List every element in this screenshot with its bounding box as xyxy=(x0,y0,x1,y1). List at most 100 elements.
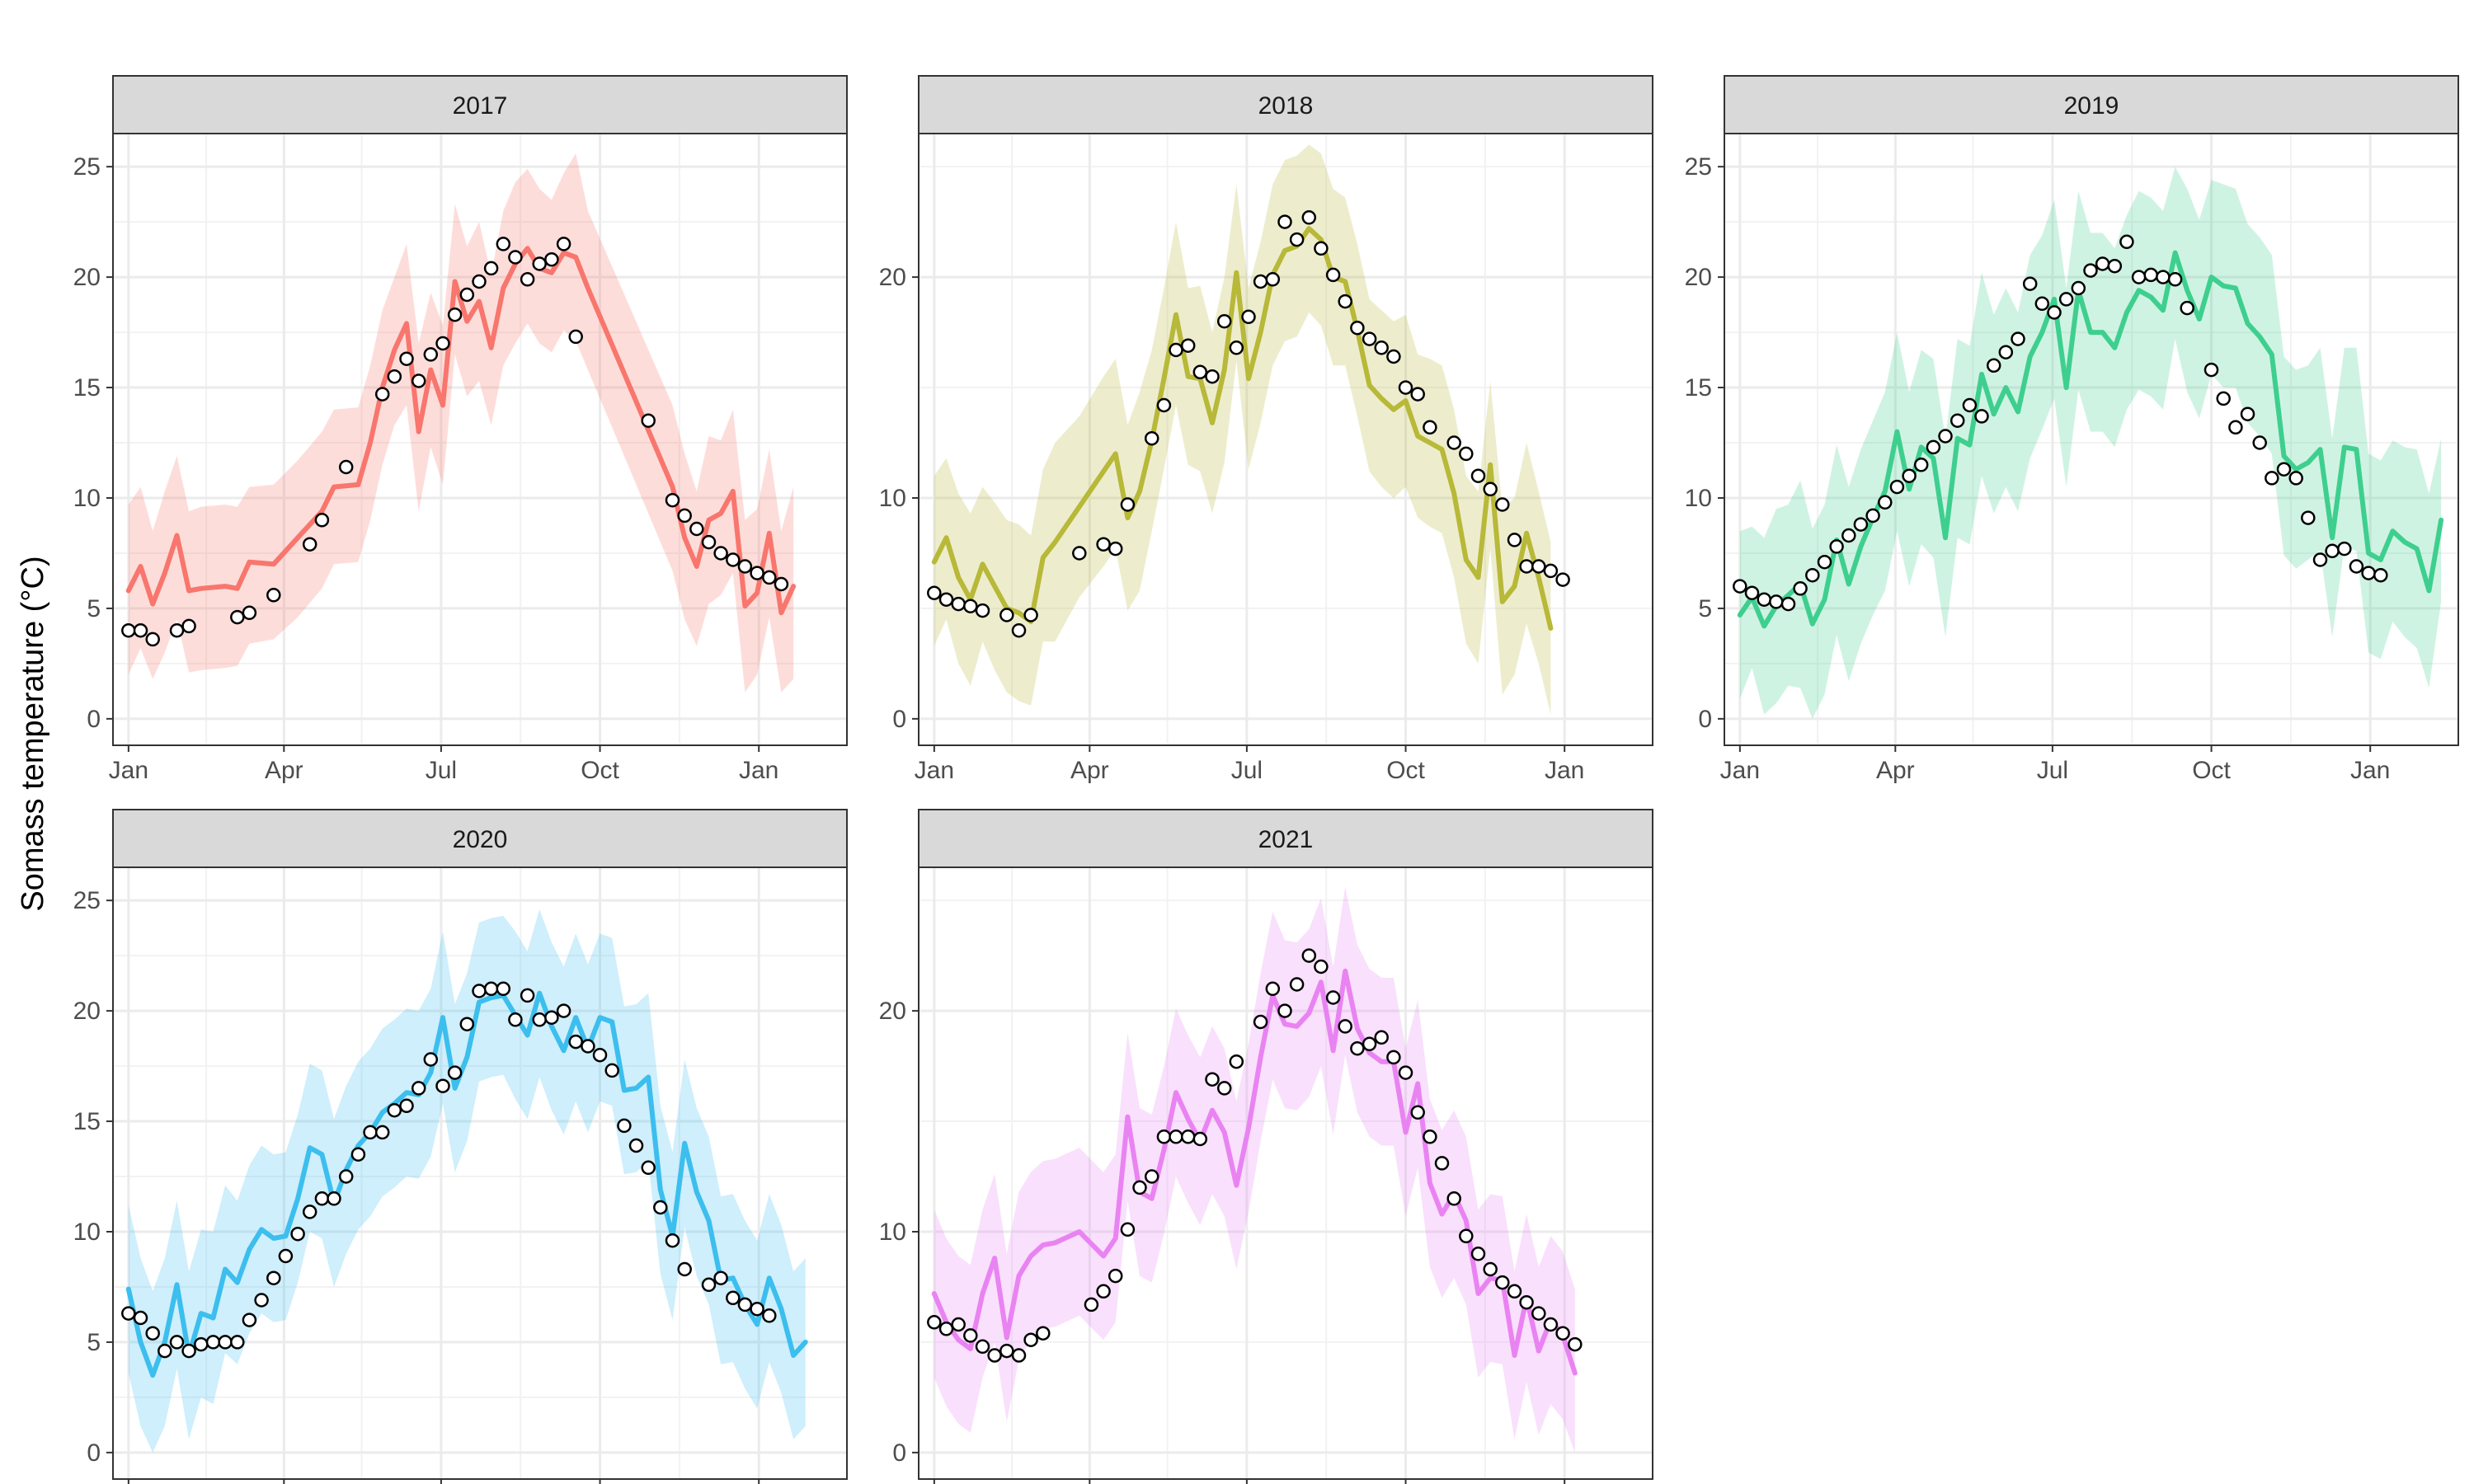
observed-point xyxy=(2276,462,2292,477)
observed-point xyxy=(617,1118,632,1134)
observed-point xyxy=(2180,300,2194,316)
observed-point xyxy=(1470,468,1486,483)
plot-content xyxy=(121,153,797,693)
observed-point xyxy=(1962,397,1978,413)
y-axis-title: Somass temperature (°C) xyxy=(16,556,50,911)
observed-point xyxy=(2252,435,2267,450)
observed-point xyxy=(701,1277,717,1293)
observed-point xyxy=(2047,305,2062,320)
observed-point xyxy=(1434,1156,1450,1171)
uncertainty-band xyxy=(1739,167,2442,719)
observed-point xyxy=(1733,579,1747,594)
observed-point xyxy=(496,981,511,997)
x-tick-label: Jan xyxy=(2350,757,2390,784)
observed-point xyxy=(1144,430,1159,446)
observed-point xyxy=(1926,439,1941,455)
x-tick-label: Jul xyxy=(1231,757,1263,784)
observed-point xyxy=(2131,270,2147,284)
panel-border xyxy=(918,133,1653,746)
observed-point xyxy=(1205,369,1220,384)
observed-point xyxy=(1744,585,1760,600)
observed-point xyxy=(1350,320,1365,336)
observed-point xyxy=(327,1191,341,1206)
gridlines xyxy=(919,134,1653,745)
observed-point xyxy=(532,256,547,271)
observed-point xyxy=(266,1270,281,1285)
observed-point xyxy=(472,984,487,998)
observed-point xyxy=(1023,1332,1038,1347)
x-tick-label: Jan xyxy=(1720,757,1760,784)
observed-point xyxy=(1938,429,1953,444)
observed-point xyxy=(194,1336,209,1352)
observed-point xyxy=(568,329,583,345)
observed-point xyxy=(1241,309,1256,325)
observed-point xyxy=(1519,559,1534,574)
y-tick-label: 0 xyxy=(892,1439,906,1467)
observed-point xyxy=(121,1306,136,1321)
observed-point xyxy=(302,1205,317,1219)
y-axis: 0 5 10 15 20 25 xyxy=(1685,153,1724,733)
observed-point xyxy=(653,1200,668,1215)
observed-point xyxy=(363,1125,378,1140)
y-tick-label: 15 xyxy=(73,1108,101,1135)
y-tick-label: 0 xyxy=(87,1439,101,1467)
facet-strip-label: 2020 xyxy=(453,826,508,853)
observed-point xyxy=(1362,1036,1377,1052)
observed-point xyxy=(218,1335,233,1350)
facet-strip xyxy=(112,75,848,134)
panel-border xyxy=(918,866,1653,1480)
observed-point xyxy=(2119,234,2134,250)
observed-point xyxy=(1301,210,1317,225)
observed-point xyxy=(1410,387,1425,402)
observed-point xyxy=(1192,364,1208,380)
observed-point xyxy=(1265,272,1281,287)
y-tick-label: 20 xyxy=(879,264,906,291)
observed-point xyxy=(145,632,160,647)
observed-point xyxy=(975,603,990,618)
observed-point xyxy=(338,459,354,475)
observed-point xyxy=(1950,413,1965,428)
observed-point xyxy=(314,1191,330,1206)
observed-point xyxy=(1446,435,1461,450)
observed-point xyxy=(1265,981,1281,997)
x-axis: Jan Apr Jul Oct Jan xyxy=(109,745,778,784)
observed-point xyxy=(1386,1050,1401,1065)
plot-content xyxy=(927,887,1583,1453)
observed-point xyxy=(951,1317,966,1332)
observed-point xyxy=(1253,1014,1268,1030)
model-line xyxy=(1737,250,2444,629)
x-axis: Jan Apr Jul Oct Jan xyxy=(915,745,1584,784)
observed-point xyxy=(205,1335,221,1350)
observed-point xyxy=(1386,349,1401,364)
observed-point xyxy=(1853,517,1869,532)
observed-point xyxy=(1325,990,1341,1005)
facet-strip-label: 2021 xyxy=(1258,826,1314,853)
x-tick-label: Jul xyxy=(426,757,457,784)
observed-point xyxy=(520,988,535,1003)
observed-point xyxy=(1350,1040,1365,1056)
observed-point xyxy=(762,1308,777,1323)
observed-point xyxy=(411,1081,426,1096)
y-tick-label: 5 xyxy=(1698,595,1712,622)
observed-point xyxy=(1277,1003,1292,1018)
observed-point xyxy=(133,1310,148,1326)
observed-point xyxy=(1829,539,1844,554)
observed-point xyxy=(1410,1105,1425,1120)
y-tick-label: 0 xyxy=(1698,706,1712,733)
plot-background xyxy=(113,134,847,745)
observed-point xyxy=(508,1012,523,1027)
plot-background xyxy=(1724,134,2458,745)
observed-point xyxy=(411,373,426,388)
observed-point xyxy=(987,1348,1002,1363)
observed-point xyxy=(2301,510,2316,525)
observed-point xyxy=(938,1322,954,1336)
x-tick-label: Apr xyxy=(265,757,303,784)
y-tick-label: 20 xyxy=(73,998,101,1025)
observed-point xyxy=(2143,267,2158,283)
observed-point xyxy=(1769,594,1784,609)
model-line xyxy=(125,990,808,1378)
model-line xyxy=(125,246,797,616)
observed-point xyxy=(963,599,978,613)
observed-point xyxy=(1865,508,1880,524)
facet-strip-label: 2017 xyxy=(453,92,508,120)
